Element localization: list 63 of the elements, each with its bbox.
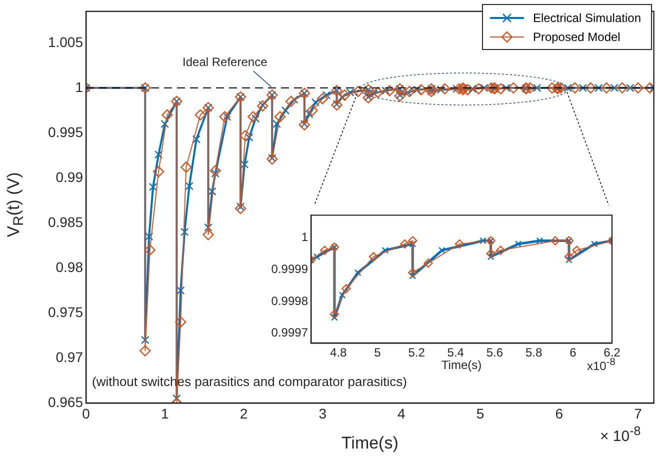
y-tick-label: 0.9998 xyxy=(271,294,308,308)
point xyxy=(330,310,340,319)
point xyxy=(487,253,494,260)
point xyxy=(320,246,330,255)
point xyxy=(409,272,416,280)
ref-line-label: Ideal Reference xyxy=(182,54,268,69)
y-tick-label: 1 xyxy=(75,78,84,95)
point xyxy=(331,314,338,321)
x-axis-title: Time(s) xyxy=(441,358,482,372)
annotation: x10$^{-8}$ xyxy=(587,357,616,373)
text: × 10$^{-8}$ xyxy=(600,424,641,445)
point xyxy=(514,240,522,248)
point xyxy=(590,240,598,248)
point xyxy=(313,253,320,260)
x-tick-label: 4 xyxy=(398,405,406,422)
y-tick-label: 1 xyxy=(301,230,308,244)
point xyxy=(354,269,362,276)
point xyxy=(566,256,572,264)
point xyxy=(438,246,446,254)
x-tick-label: 0 xyxy=(82,405,90,422)
y-tick-label: 0.98 xyxy=(56,258,84,275)
point xyxy=(486,248,496,258)
y-tick-label: 0.97 xyxy=(56,348,84,365)
x-tick-label: 2 xyxy=(240,405,248,422)
x-tick-label: 4.8 xyxy=(330,346,348,360)
point xyxy=(454,239,464,249)
point xyxy=(408,236,418,246)
point xyxy=(480,237,486,244)
y-tick-label: 0.985 xyxy=(48,214,84,230)
point xyxy=(338,292,346,299)
legend-label: Proposed Model xyxy=(532,30,620,44)
point xyxy=(408,268,418,278)
y-tick-label: 1.005 xyxy=(48,34,84,50)
point xyxy=(382,246,389,254)
point xyxy=(564,252,574,262)
point xyxy=(342,284,351,294)
point xyxy=(400,239,410,249)
point xyxy=(424,258,433,268)
x-tick-label: 5.8 xyxy=(525,346,542,360)
y-tick-label: 0.965 xyxy=(48,394,84,410)
x-tick-label: 5 xyxy=(476,405,484,422)
point xyxy=(550,236,560,246)
x-tick-label: 5.4 xyxy=(447,346,464,360)
x-tick-label: 6 xyxy=(570,346,577,360)
x-tick-label: 6 xyxy=(555,405,564,422)
x-tick-label: 3 xyxy=(318,405,327,422)
y-tick-label: 0.99 xyxy=(56,168,84,185)
x-axis-title: Time(s) xyxy=(341,433,398,452)
point xyxy=(572,246,582,255)
y-tick-label: 0.975 xyxy=(48,304,84,320)
point xyxy=(368,252,378,262)
point xyxy=(536,237,544,244)
x-tick-label: 5.6 xyxy=(486,346,504,360)
y-tick-label: 0.9999 xyxy=(271,262,308,276)
point xyxy=(409,240,416,248)
legend-label: Electrical Simulation xyxy=(532,10,641,24)
y-tick-label: 0.9997 xyxy=(271,326,308,340)
x-tick-label: 1 xyxy=(160,405,169,422)
point xyxy=(496,246,506,255)
x-tick-label: 7 xyxy=(634,405,642,422)
y-tick-label: 0.995 xyxy=(48,124,84,140)
x-tick-label: 5.2 xyxy=(408,346,426,360)
x-tick-label: 5 xyxy=(374,346,382,360)
